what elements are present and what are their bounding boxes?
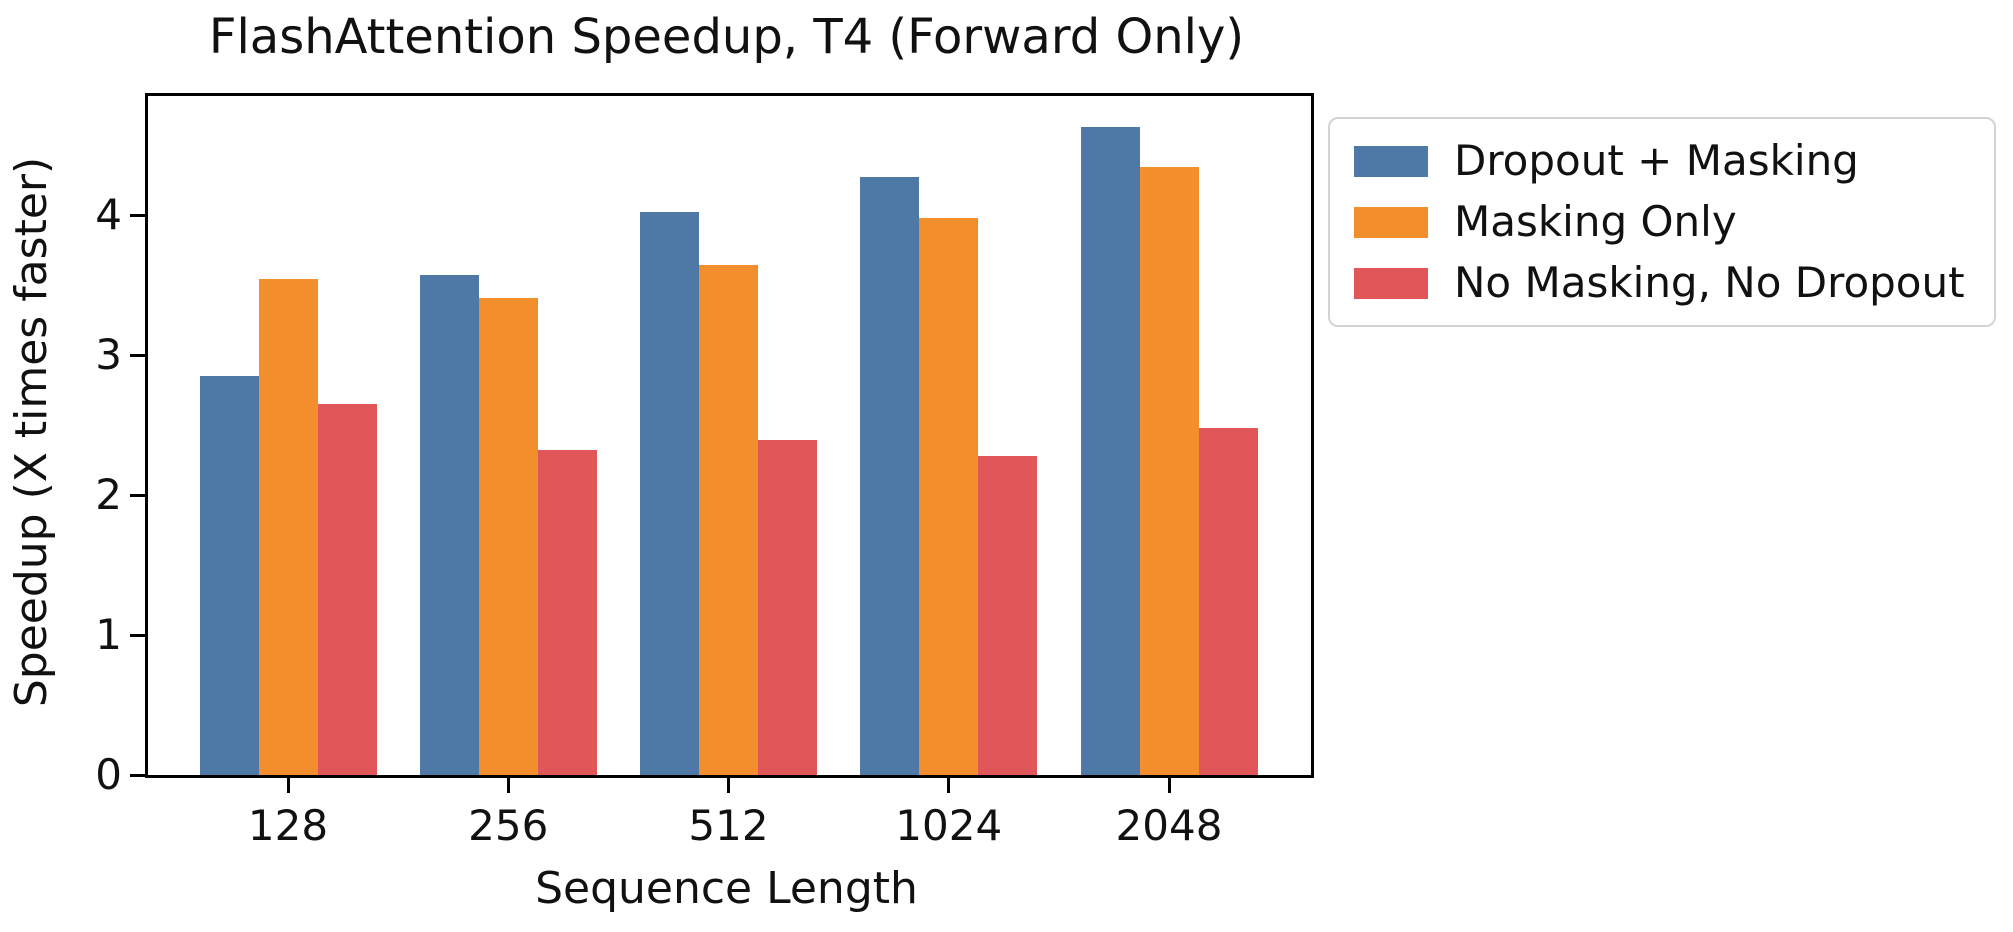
x-tick-mark xyxy=(286,778,290,793)
y-tick-label: 1 xyxy=(95,610,122,659)
x-tick-mark xyxy=(727,778,730,793)
legend-item: Masking Only xyxy=(1354,196,1970,248)
bar-128-series-0 xyxy=(199,376,259,775)
bar-128-series-2 xyxy=(317,404,377,775)
y-tick-mark xyxy=(130,353,145,357)
bar-1024-series-2 xyxy=(978,455,1038,775)
x-tick-label: 1024 xyxy=(895,801,1003,850)
legend-box: Dropout + Masking Masking Only No Masking,… xyxy=(1328,117,1996,327)
y-tick-label: 0 xyxy=(95,750,122,799)
y-tick-label: 2 xyxy=(95,470,122,519)
x-tick-label: 256 xyxy=(468,801,549,850)
bar-2048-series-2 xyxy=(1198,427,1258,775)
legend-item: No Masking, No Dropout xyxy=(1354,257,1970,309)
x-tick-mark xyxy=(947,778,951,793)
bar-512-series-1 xyxy=(699,265,758,775)
bar-1024-series-0 xyxy=(860,177,920,775)
x-tick-mark xyxy=(506,778,510,793)
chart-title: FlashAttention Speedup, T4 (Forward Only… xyxy=(208,9,1245,65)
bar-256-series-1 xyxy=(478,297,538,775)
legend-swatch-icon xyxy=(1354,267,1428,299)
y-tick-mark xyxy=(130,633,145,637)
x-axis-label: Sequence Length xyxy=(535,863,918,914)
plot-area: 0 1 2 3 4 128 256 512 1024 2048 xyxy=(95,93,1314,850)
y-tick-label: 3 xyxy=(95,330,122,379)
legend-label: No Masking, No Dropout xyxy=(1454,258,1965,307)
bar-2048-series-1 xyxy=(1139,167,1199,775)
legend-label: Masking Only xyxy=(1454,197,1737,246)
bar-2048-series-0 xyxy=(1080,126,1140,775)
bar-512-series-0 xyxy=(640,212,699,775)
legend-label: Dropout + Masking xyxy=(1454,136,1859,185)
bar-512-series-2 xyxy=(758,440,817,775)
bar-128-series-1 xyxy=(258,279,318,775)
y-tick-label: 4 xyxy=(95,190,122,239)
y-tick-mark xyxy=(130,213,145,217)
bar-256-series-0 xyxy=(419,275,479,775)
x-tick-label: 128 xyxy=(247,801,329,850)
y-tick-mark xyxy=(130,493,145,497)
legend-swatch-icon xyxy=(1354,145,1428,177)
x-tick-label: 2048 xyxy=(1115,801,1223,850)
legend-swatch-icon xyxy=(1354,206,1428,238)
x-tick-mark xyxy=(1167,778,1171,793)
x-tick-label: 512 xyxy=(688,801,769,850)
bar-256-series-2 xyxy=(537,450,597,775)
legend-item: Dropout + Masking xyxy=(1354,135,1970,187)
bar-1024-series-1 xyxy=(919,217,979,775)
y-tick-mark xyxy=(130,773,145,777)
